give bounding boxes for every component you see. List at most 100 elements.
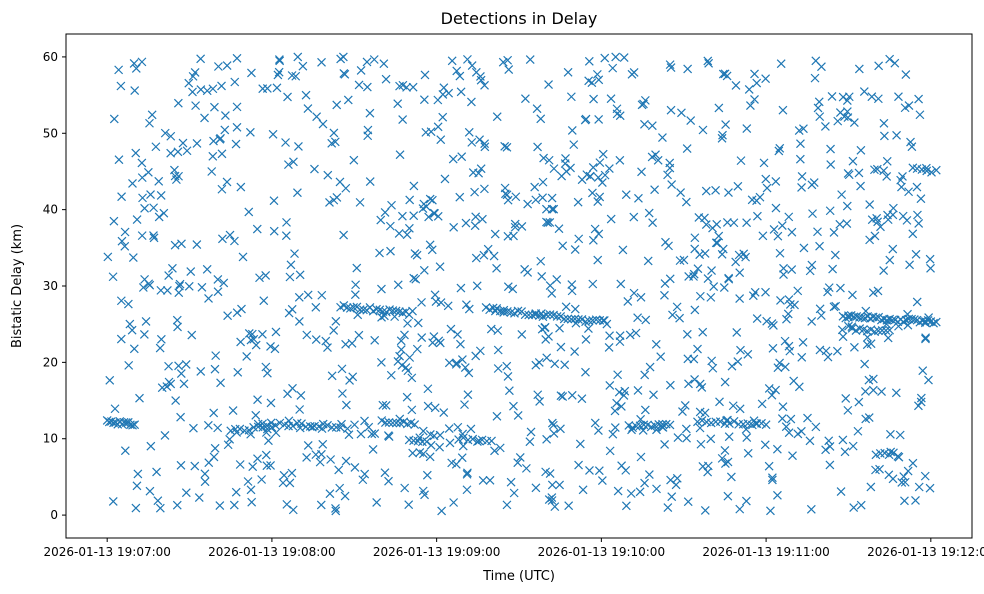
data-point	[409, 211, 419, 221]
data-point	[398, 308, 408, 318]
data-point	[457, 355, 467, 364]
data-point	[905, 260, 915, 270]
data-point	[257, 475, 267, 484]
data-point	[775, 248, 785, 258]
data-point	[908, 229, 918, 239]
data-point	[480, 139, 490, 149]
data-point	[316, 449, 326, 459]
data-point	[854, 64, 864, 74]
data-point	[645, 362, 655, 372]
data-point	[542, 310, 551, 320]
data-point	[435, 262, 445, 272]
data-point	[283, 92, 292, 102]
data-point	[715, 397, 724, 407]
data-point	[597, 476, 607, 486]
data-point	[244, 328, 254, 338]
data-point	[495, 443, 505, 453]
data-point	[403, 318, 412, 328]
data-point	[735, 268, 745, 278]
data-point	[232, 53, 242, 63]
data-point	[287, 304, 297, 314]
data-point	[480, 142, 490, 152]
data-point	[466, 97, 476, 107]
data-point	[931, 165, 941, 175]
data-point	[347, 338, 357, 348]
data-point	[723, 457, 733, 467]
data-point	[492, 411, 502, 421]
data-point	[644, 208, 654, 218]
data-point	[470, 187, 480, 197]
data-point	[181, 360, 191, 369]
data-point	[873, 94, 883, 104]
data-point	[665, 380, 675, 390]
data-point	[722, 71, 732, 81]
data-point	[225, 230, 235, 240]
data-point	[835, 219, 845, 229]
data-point	[587, 78, 597, 88]
data-point	[131, 503, 141, 513]
data-point	[179, 379, 189, 389]
data-point	[649, 390, 658, 400]
y-tick-label: 20	[43, 355, 58, 369]
data-point	[775, 358, 785, 368]
data-point	[452, 66, 462, 76]
data-point	[807, 316, 817, 326]
data-point	[921, 333, 931, 343]
data-point	[418, 486, 428, 496]
data-point	[209, 136, 218, 146]
data-point	[708, 223, 717, 233]
data-point	[120, 446, 130, 456]
data-point	[293, 188, 302, 198]
data-point	[907, 142, 917, 152]
data-point	[172, 315, 182, 325]
data-point	[423, 384, 433, 394]
data-point	[797, 183, 806, 192]
data-point	[274, 67, 284, 77]
data-point	[285, 272, 295, 282]
data-point	[444, 424, 454, 434]
data-point	[128, 253, 138, 263]
data-point	[610, 423, 620, 433]
data-point	[409, 273, 419, 283]
data-point	[268, 129, 278, 139]
data-point	[647, 152, 657, 162]
data-point	[569, 140, 579, 150]
data-point	[547, 289, 557, 298]
data-point	[814, 97, 824, 107]
data-point	[637, 167, 646, 177]
data-point	[114, 155, 124, 165]
data-point	[387, 200, 396, 210]
data-point	[661, 237, 670, 247]
data-point	[479, 250, 489, 260]
data-point	[856, 145, 866, 155]
data-point	[321, 336, 331, 346]
data-point	[793, 286, 803, 296]
data-point	[426, 440, 436, 450]
data-point	[627, 69, 637, 79]
data-point	[720, 459, 730, 468]
data-point	[129, 58, 139, 68]
data-point	[750, 95, 759, 104]
data-point	[350, 420, 359, 430]
data-point	[742, 433, 752, 442]
data-point	[360, 469, 370, 479]
data-point	[924, 375, 933, 385]
data-point	[660, 439, 670, 449]
data-point	[616, 401, 626, 411]
data-point	[667, 180, 677, 189]
data-point	[876, 222, 885, 232]
data-point	[340, 69, 350, 79]
y-axis: 0 10 20 30 40 50 60	[43, 50, 66, 522]
data-point	[378, 307, 388, 317]
data-point	[588, 316, 598, 325]
data-point	[724, 188, 733, 197]
data-point	[641, 315, 651, 325]
data-point	[340, 491, 350, 501]
data-point	[395, 351, 405, 361]
data-point	[381, 74, 391, 84]
data-point	[257, 329, 267, 339]
data-point	[732, 327, 742, 337]
data-point	[232, 102, 242, 112]
data-point	[246, 485, 256, 495]
data-point	[843, 405, 853, 415]
